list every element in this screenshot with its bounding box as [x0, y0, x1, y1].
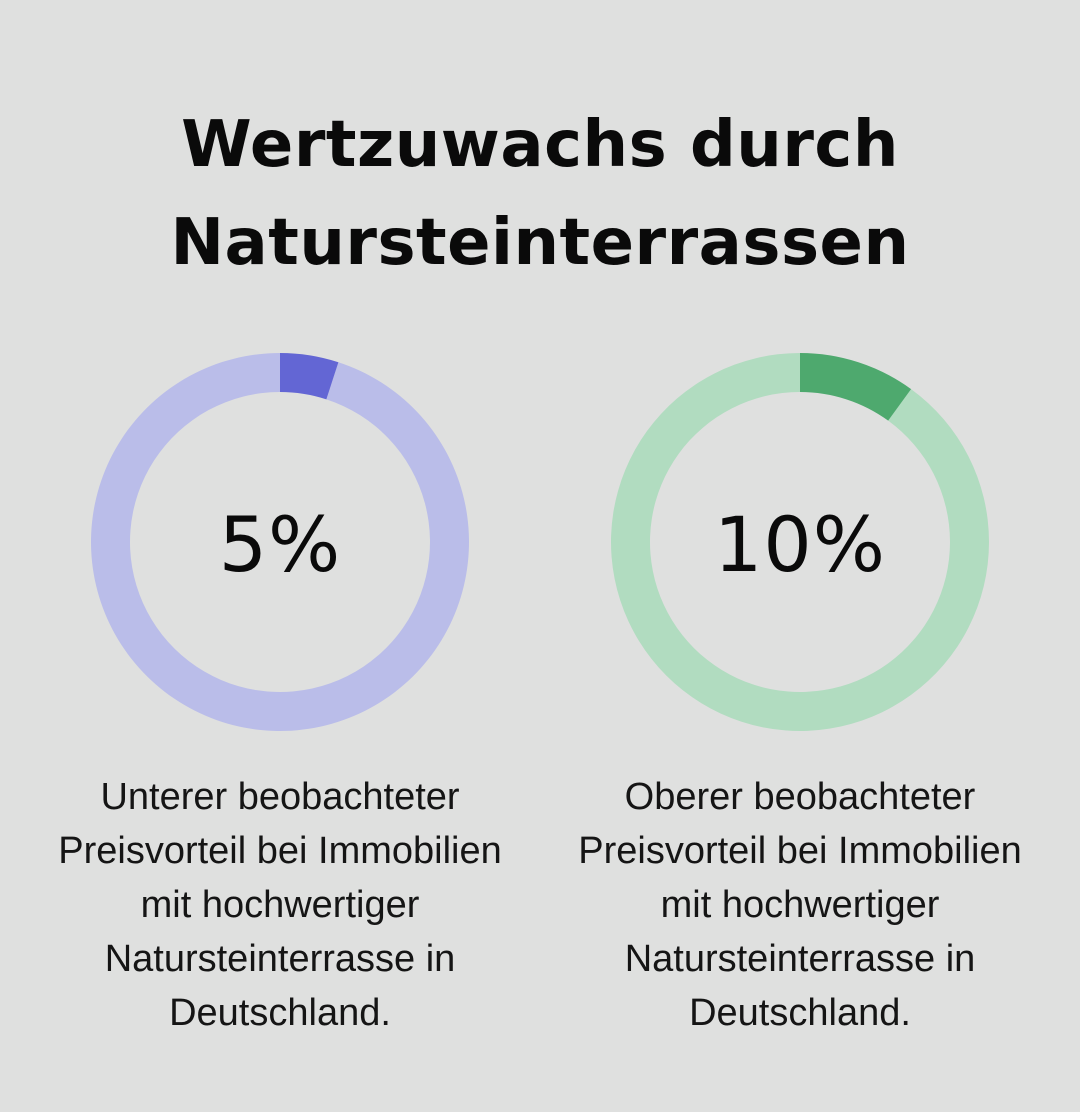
- chart-title-line-1: Wertzuwachs durch: [181, 108, 899, 182]
- donut-svg: [91, 353, 469, 731]
- chart-title: Wertzuwachs durch Natursteinterrassen: [40, 96, 1040, 292]
- stat-value-lower: 5%: [218, 500, 342, 589]
- donut-value-segment: [280, 353, 339, 400]
- donut-svg: [611, 353, 989, 731]
- stat-description-upper: Oberer beobachteter Preisvorteil bei Imm…: [578, 776, 1022, 1034]
- donut-chart-upper: [610, 352, 990, 732]
- stat-value-upper: 10%: [714, 500, 886, 589]
- donut-value-segment: [800, 353, 912, 421]
- stat-description-lower: Unterer beobachteter Preisvorteil bei Im…: [58, 776, 502, 1034]
- chart-title-line-2: Natursteinterrassen: [170, 206, 910, 280]
- donut-chart-lower: [90, 352, 470, 732]
